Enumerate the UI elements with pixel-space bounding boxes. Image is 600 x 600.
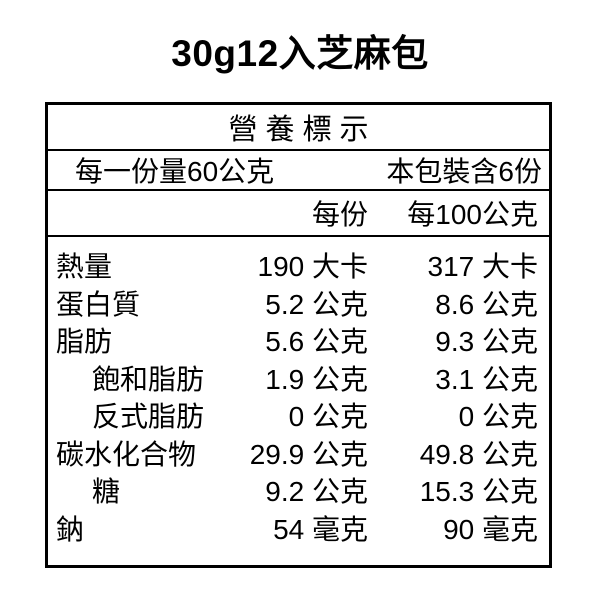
row-value-per-100g: 317 大卡 <box>427 251 539 282</box>
row-label: 碳水化合物 <box>56 438 197 470</box>
table-row-sodium: 鈉 54 毫克 90 毫克 <box>48 508 549 546</box>
row-value-per-serving: 9.2 公克 <box>265 476 368 507</box>
serving-size-text: 每一份量60公克 <box>75 156 275 187</box>
serving-info-row: 每一份量60公克 本包裝含6份 <box>48 151 549 191</box>
row-value-per-100g: 3.1 公克 <box>435 363 538 395</box>
row-label: 蛋白質 <box>56 288 141 320</box>
row-label: 糖 <box>92 476 121 507</box>
row-label: 熱量 <box>56 251 113 282</box>
table-row-saturated-fat: 飽和脂肪 1.9 公克 3.1 公克 <box>48 358 549 396</box>
table-row-calories: 熱量 190 大卡 317 大卡 <box>48 245 549 283</box>
table-row-carbohydrate: 碳水化合物 29.9 公克 49.8 公克 <box>48 433 549 471</box>
nutrition-table: 營養標示 每一份量60公克 本包裝含6份 每份 每100公克 熱量 190 大卡… <box>45 102 552 568</box>
row-value-per-100g: 15.3 公克 <box>419 476 538 507</box>
row-label: 脂肪 <box>56 326 113 357</box>
nutrition-table-header: 營養標示 <box>48 105 549 151</box>
column-header-per-100g: 每100公克 <box>407 199 538 230</box>
row-value-per-100g: 0 公克 <box>458 401 538 432</box>
nutrition-table-body: 熱量 190 大卡 317 大卡 蛋白質 5.2 公克 8.6 公克 脂肪 5.… <box>48 237 549 565</box>
row-label: 反式脂肪 <box>92 401 205 432</box>
servings-per-package-text: 本包裝含6份 <box>386 156 542 187</box>
column-header-row: 每份 每100公克 <box>48 191 549 237</box>
row-value-per-serving: 5.6 公克 <box>265 326 368 357</box>
row-value-per-serving: 0 公克 <box>288 401 368 432</box>
row-value-per-serving: 29.9 公克 <box>249 438 368 470</box>
page-title: 30g12入芝麻包 <box>171 33 429 74</box>
column-header-per-serving: 每份 <box>311 199 368 230</box>
row-value-per-serving: 190 大卡 <box>257 251 369 282</box>
row-value-per-serving: 1.9 公克 <box>265 363 368 395</box>
table-row-trans-fat: 反式脂肪 0 公克 0 公克 <box>48 395 549 433</box>
table-row-protein: 蛋白質 5.2 公克 8.6 公克 <box>48 283 549 321</box>
row-label: 鈉 <box>56 513 85 545</box>
table-row-fat: 脂肪 5.6 公克 9.3 公克 <box>48 320 549 358</box>
row-label: 飽和脂肪 <box>92 363 205 395</box>
row-value-per-serving: 5.2 公克 <box>265 288 368 320</box>
row-value-per-serving: 54 毫克 <box>273 513 368 545</box>
row-value-per-100g: 90 毫克 <box>443 513 538 545</box>
row-value-per-100g: 49.8 公克 <box>419 438 538 470</box>
row-value-per-100g: 9.3 公克 <box>435 326 538 357</box>
table-row-sugar: 糖 9.2 公克 15.3 公克 <box>48 470 549 508</box>
row-value-per-100g: 8.6 公克 <box>435 288 538 320</box>
